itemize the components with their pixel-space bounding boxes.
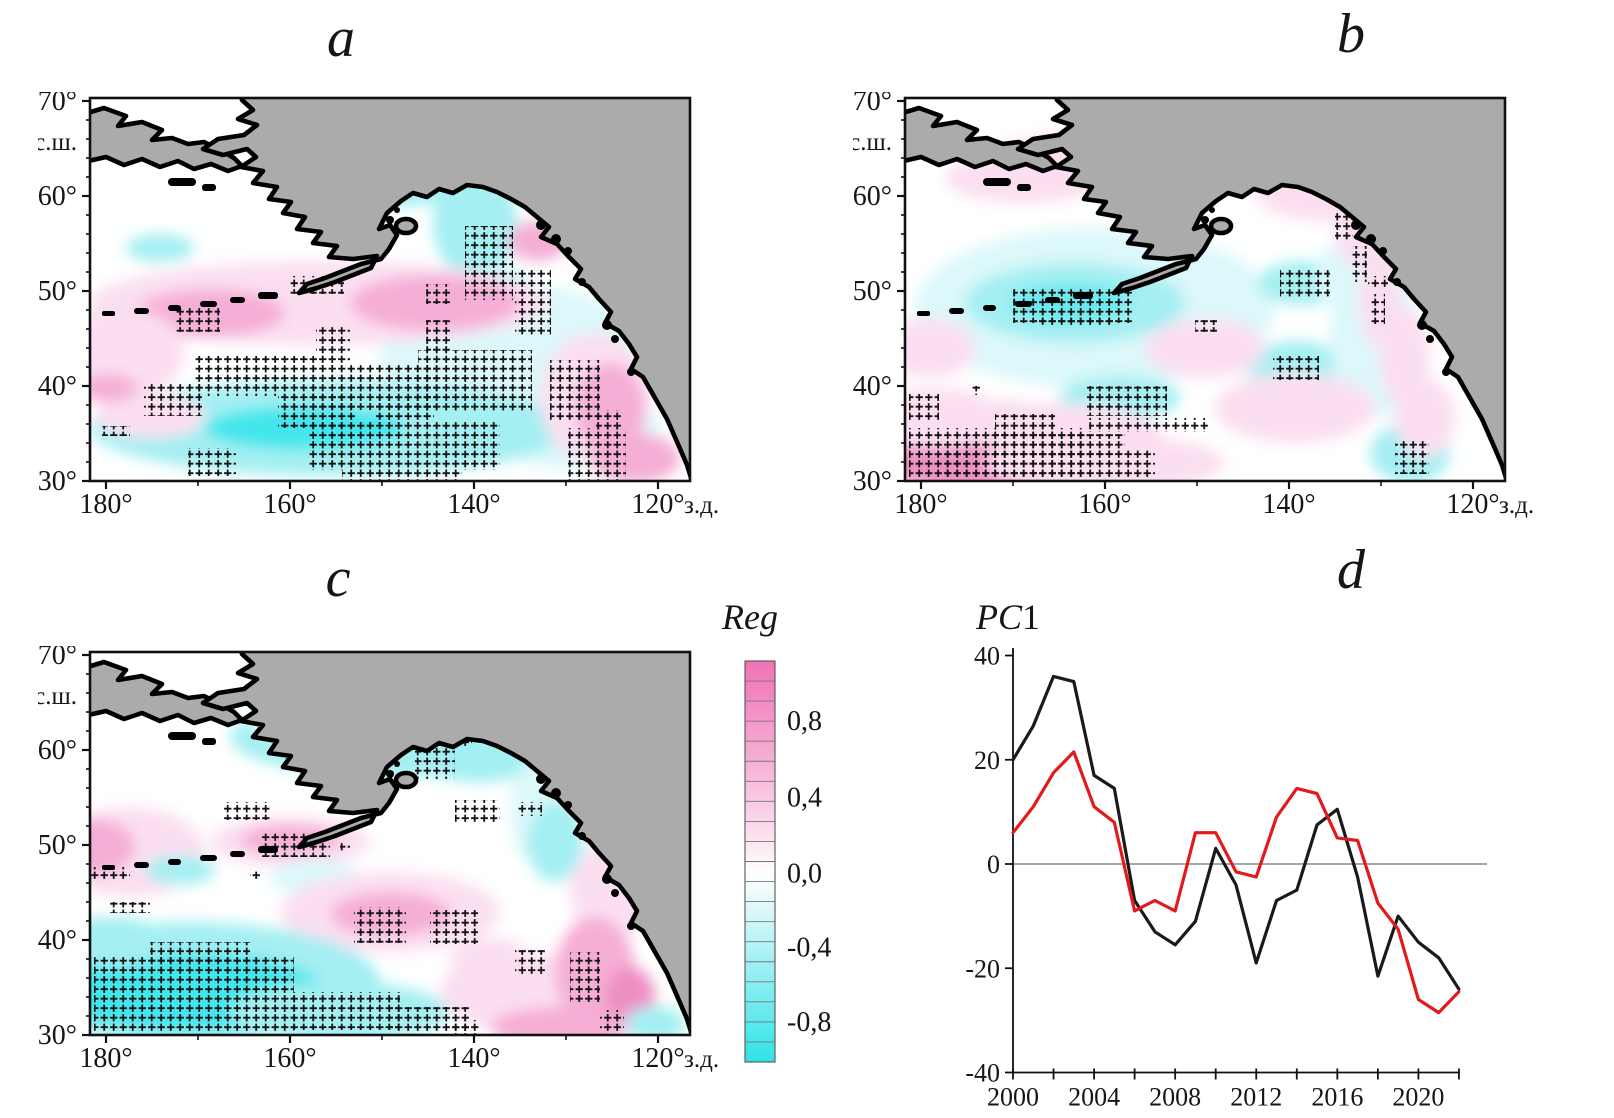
lat-tick-label: 40°	[853, 371, 892, 402]
stipple-patches-a	[102, 226, 626, 481]
map-axes-c: 70° 60° 50° 40° 30° с.ш. 180° 160° 140° 120° з.д.	[38, 646, 719, 1074]
lat-tick-label: 40°	[38, 371, 77, 402]
lon-tick-label: 160°	[263, 1043, 316, 1074]
map-frame	[88, 650, 692, 1037]
panel-c-title: c	[325, 547, 351, 609]
lon-tick-label: 120°	[1446, 489, 1499, 520]
lat-tick-label: 50°	[853, 276, 892, 307]
lat-tick-label: 70°	[853, 92, 892, 117]
lat-tick-label: 70°	[38, 92, 77, 117]
lat-unit-label: с.ш.	[38, 129, 77, 156]
map-panel-a: 70° 60° 50° 40° 30° с.ш. 180° 160° 140° 120° з.д.	[38, 92, 719, 520]
lon-tick-label: 180°	[79, 1043, 132, 1074]
series-black	[1011, 674, 1461, 991]
lat-tick-label: 50°	[38, 830, 77, 861]
lon-tick-label: 180°	[79, 489, 132, 520]
series-red	[1011, 750, 1461, 1015]
lon-tick-label: 120°	[631, 1043, 684, 1074]
colorbar-tick-label: -0,8	[787, 1007, 831, 1038]
lat-tick-label: 40°	[38, 925, 77, 956]
panel-a-title: a	[327, 7, 355, 69]
lat-tick-label: 30°	[853, 466, 892, 497]
x-tick-label: 2016	[1311, 1083, 1363, 1112]
x-tick-label: 2008	[1149, 1083, 1201, 1112]
colorbar-border	[744, 660, 776, 1063]
x-tick-label: 2000	[987, 1083, 1039, 1112]
y-tick-label: 0	[987, 850, 1000, 879]
lon-tick-label: 140°	[447, 489, 500, 520]
x-tick-label: 2012	[1230, 1083, 1282, 1112]
stipple-patches-b	[909, 160, 1429, 479]
lat-tick-label: 50°	[38, 276, 77, 307]
lon-tick-label: 120°	[631, 489, 684, 520]
x-tick-label: 2004	[1068, 1083, 1120, 1112]
pc1-label-suffix: 1	[1022, 597, 1041, 637]
lon-unit-label: з.д.	[1499, 492, 1534, 519]
lat-tick-label: 30°	[38, 1020, 77, 1051]
colorbar-tick-label: -0,4	[787, 933, 831, 964]
lon-tick-label: 140°	[447, 1043, 500, 1074]
lon-tick-label: 180°	[894, 489, 947, 520]
pc1-axis-label: PC1	[976, 596, 1040, 638]
lat-tick-label: 70°	[38, 646, 77, 671]
y-tick-label: -40	[965, 1059, 1000, 1088]
lat-unit-label: с.ш.	[853, 129, 892, 156]
map-axes-a: 70° 60° 50° 40° 30° с.ш. 180° 160° 140° 120° з.д.	[38, 92, 719, 520]
panel-d-title: d	[1337, 539, 1365, 601]
panel-b-title: b	[1337, 3, 1365, 65]
x-tick-label: 2020	[1392, 1083, 1444, 1112]
map-axes-b: 70° 60° 50° 40° 30° с.ш. 180° 160° 140° 120° з.д.	[853, 92, 1534, 520]
pc1-label-italic: PC	[976, 597, 1023, 637]
colorbar: 0,8 0,4 0,0 -0,4 -0,8	[744, 660, 831, 1063]
lat-tick-label: 30°	[38, 466, 77, 497]
lon-tick-label: 140°	[1262, 489, 1315, 520]
map-frame	[88, 96, 692, 483]
map-frame	[903, 96, 1507, 483]
lat-tick-label: 60°	[38, 735, 77, 766]
map-panel-c: 70° 60° 50° 40° 30° с.ш. 180° 160° 140° 120° з.д.	[38, 646, 719, 1074]
colorbar-title: Reg	[722, 597, 778, 637]
colorbar-tick-label: 0,0	[787, 859, 822, 890]
colorbar-tick-label: 0,4	[787, 782, 822, 813]
lon-tick-label: 160°	[1078, 489, 1131, 520]
lon-tick-label: 160°	[263, 489, 316, 520]
y-tick-label: 40	[974, 642, 1000, 671]
lon-unit-label: з.д.	[684, 1046, 719, 1073]
stipple-patches-c	[90, 718, 624, 1034]
lat-tick-label: 60°	[38, 181, 77, 212]
lat-tick-label: 60°	[853, 181, 892, 212]
lon-unit-label: з.д.	[684, 492, 719, 519]
y-tick-label: -20	[965, 954, 1000, 983]
lat-unit-label: с.ш.	[38, 683, 77, 710]
map-panel-b: 70° 60° 50° 40° 30° с.ш. 180° 160° 140° 120° з.д.	[853, 92, 1534, 520]
y-tick-label: 20	[974, 746, 1000, 775]
colorbar-tick-label: 0,8	[787, 706, 822, 737]
